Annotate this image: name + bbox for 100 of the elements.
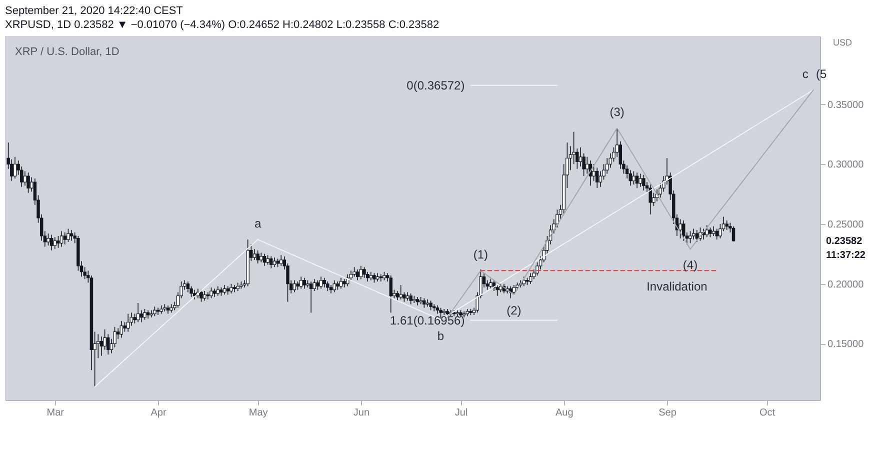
- candlestick: [153, 306, 156, 317]
- x-tick-label: May: [248, 408, 268, 418]
- text: 0.23582: [826, 236, 863, 247]
- candlestick: [642, 174, 646, 191]
- candlestick: [678, 218, 682, 239]
- candlestick: [210, 287, 213, 299]
- candlestick: [133, 313, 136, 324]
- chart-title: September 21, 2020 14:22:40 CEST: [5, 5, 184, 17]
- annotation: a: [254, 216, 262, 231]
- annotation: 1.61(0.16956): [390, 313, 465, 328]
- candlestick: [628, 170, 632, 186]
- candlestick: [292, 280, 296, 293]
- candlestick: [715, 228, 718, 240]
- candlestick: [695, 230, 699, 242]
- x-tick-label: Jun: [353, 408, 370, 418]
- candlestick: [732, 226, 736, 242]
- candlestick: [578, 146, 582, 167]
- candlestick: [136, 302, 140, 323]
- candlestick: [260, 252, 263, 263]
- candlestick: [262, 254, 266, 266]
- candlestick: [252, 248, 256, 260]
- candlestick: [50, 234, 54, 251]
- candlestick: [705, 224, 708, 238]
- candlestick: [352, 266, 356, 278]
- text: 11:37:22: [826, 250, 866, 261]
- candlestick: [322, 277, 326, 288]
- candlestick: [528, 272, 532, 284]
- annotation: b: [437, 328, 444, 343]
- candlestick: [222, 284, 226, 296]
- candlestick: [66, 228, 70, 242]
- x-tick-label: Sep: [658, 408, 677, 418]
- candlestick: [123, 322, 126, 332]
- candlestick: [309, 281, 313, 313]
- candlestick: [70, 230, 74, 242]
- y-tick-label: 0.30000: [828, 160, 864, 171]
- candlestick: [725, 220, 728, 230]
- candlestick: [489, 278, 492, 290]
- candlestick: [339, 277, 343, 290]
- x-tick-label: Jul: [454, 408, 468, 418]
- annotation: c: [802, 66, 808, 81]
- candlestick: [596, 167, 599, 188]
- candlestick: [409, 293, 412, 305]
- candlestick: [708, 227, 712, 238]
- candlestick: [280, 254, 283, 266]
- candlestick: [692, 228, 696, 240]
- candlestick: [356, 269, 360, 281]
- candlestick: [638, 173, 642, 188]
- x-tick-label: Mar: [46, 408, 65, 418]
- candlestick: [326, 281, 330, 292]
- annotation: XRP / U.S. Dollar, 1D: [15, 46, 120, 58]
- candlestick: [190, 286, 193, 298]
- annotation: Invalidation: [646, 280, 708, 294]
- candlestick: [202, 290, 206, 302]
- candlestick: [140, 310, 143, 323]
- candlestick: [422, 298, 426, 308]
- x-tick-label: Oct: [759, 408, 776, 418]
- annotation: (2): [506, 304, 522, 318]
- candlestick: [56, 236, 60, 248]
- candlestick: [186, 281, 190, 293]
- candlestick: [270, 256, 273, 269]
- candlestick: [688, 230, 692, 244]
- candlestick: [120, 320, 124, 338]
- candlestick: [399, 284, 402, 300]
- candlestick: [272, 257, 276, 268]
- x-tick-label: Apr: [150, 408, 167, 418]
- candlestick: [60, 230, 64, 248]
- chart-subtitle: XRPUSD, 1D 0.23582 ▼ −0.01070 (−4.34%) O:0.24652 H:0.24802 L:0.23558 C:0.23582: [5, 19, 440, 31]
- candlestick: [23, 170, 27, 186]
- candlestick: [143, 308, 146, 320]
- candlestick: [496, 284, 499, 296]
- candlestick: [682, 220, 686, 242]
- candlestick: [150, 310, 153, 318]
- candlestick: [53, 236, 56, 250]
- annotation: (5: [816, 66, 828, 81]
- x-tick-label: Aug: [555, 408, 574, 418]
- candlestick: [592, 164, 596, 182]
- y-tick-label: 0.25000: [828, 219, 864, 230]
- candlestick: [256, 250, 260, 264]
- annotation: (1): [473, 248, 488, 262]
- candlestick: [316, 280, 320, 290]
- candlestick: [216, 286, 220, 296]
- candlestick: [586, 156, 589, 174]
- candlestick: [366, 271, 370, 282]
- candlestick: [635, 172, 639, 188]
- candlestick: [230, 283, 233, 294]
- y-axis-title: USD: [832, 38, 852, 48]
- candlestick: [126, 313, 130, 332]
- candlestick: [26, 172, 30, 194]
- annotation: (4): [682, 258, 698, 272]
- candlestick: [512, 284, 516, 296]
- annotation: (3): [610, 105, 624, 120]
- candlestick: [372, 272, 376, 284]
- y-tick-label: 0.35000: [828, 100, 864, 111]
- candlestick: [362, 266, 366, 278]
- candlestick: [332, 280, 336, 293]
- y-tick-label: 0.20000: [828, 279, 864, 290]
- candlestick: [106, 334, 110, 355]
- candlestick: [266, 254, 270, 266]
- candlestick: [46, 233, 50, 246]
- candlestick: [100, 336, 104, 356]
